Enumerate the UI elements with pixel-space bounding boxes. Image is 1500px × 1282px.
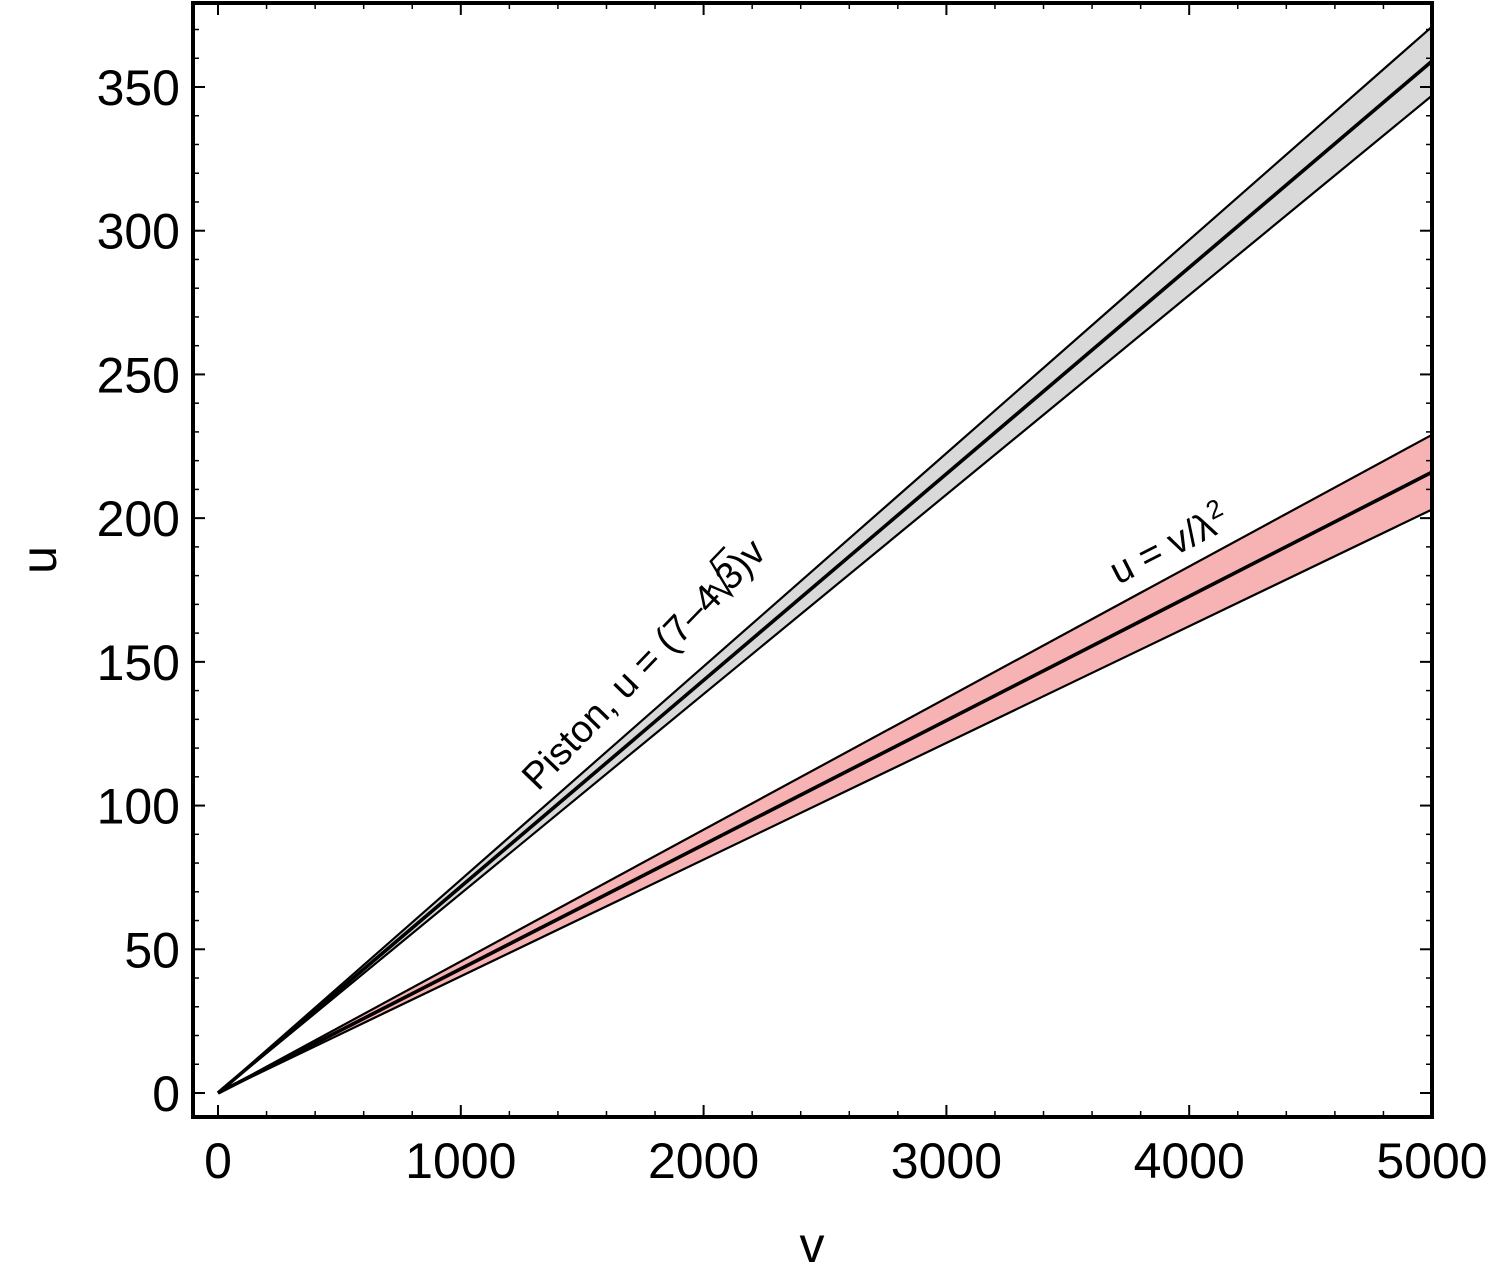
- y-tick-label: 200: [97, 491, 180, 547]
- x-tick-label: 1000: [405, 1133, 516, 1189]
- y-tick-label: 0: [152, 1066, 180, 1122]
- y-tick-label: 350: [97, 60, 180, 116]
- y-axis-title: u: [11, 546, 67, 574]
- y-tick-label: 250: [97, 347, 180, 403]
- x-tick-label: 2000: [648, 1133, 759, 1189]
- series-upper-line-0: [217, 25, 1433, 1094]
- x-tick-label: 4000: [1134, 1133, 1245, 1189]
- x-tick-label: 0: [204, 1133, 232, 1189]
- series-lower-line-0: [217, 94, 1433, 1094]
- axis-ticks: [193, 3, 1433, 1117]
- y-tick-label: 150: [97, 635, 180, 691]
- x-axis-title: v: [800, 1217, 825, 1273]
- plot-frame: [191, 1, 1434, 1119]
- series-lower-line-1: [217, 508, 1433, 1094]
- series-upper-line-1: [217, 433, 1433, 1094]
- series-center-line-1: [217, 470, 1433, 1095]
- x-tick-label: 3000: [891, 1133, 1002, 1189]
- y-tick-label: 50: [124, 922, 180, 978]
- axis-tick-labels: 0 1000 2000 3000 4000 5000 0 50 100 150 200 250 300 3…: [97, 60, 1488, 1189]
- series-center-line-0: [216, 59, 1434, 1095]
- x-tick-label: 5000: [1376, 1133, 1487, 1189]
- square-root-sign-icon: [707, 546, 735, 598]
- series-lines: [216, 25, 1434, 1095]
- y-tick-label: 300: [97, 204, 180, 260]
- y-tick-label: 100: [97, 779, 180, 835]
